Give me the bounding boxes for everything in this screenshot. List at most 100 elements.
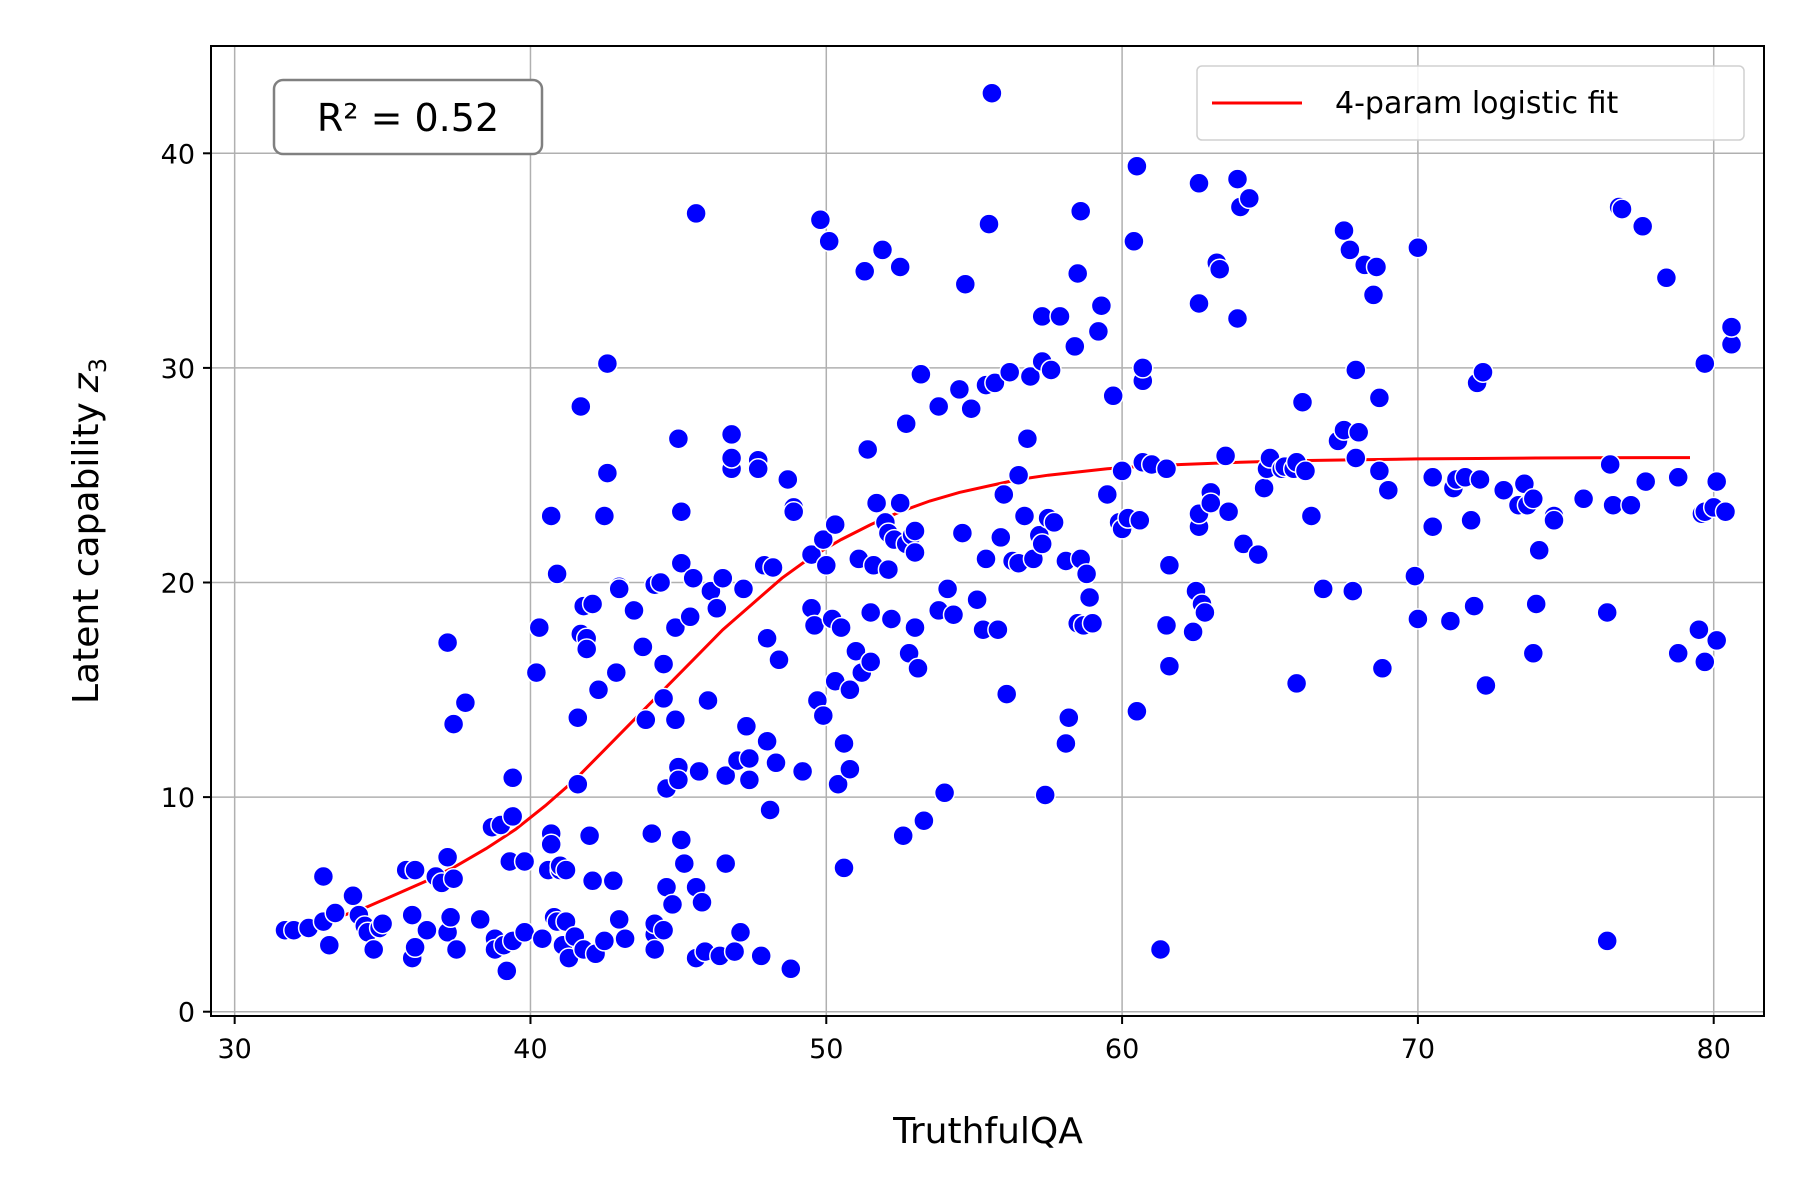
data-point: [1339, 239, 1361, 261]
data-point: [936, 578, 959, 600]
data-point: [1066, 262, 1089, 285]
data-point: [1214, 445, 1237, 467]
data-point: [1090, 294, 1113, 317]
data-point: [830, 616, 852, 639]
data-point: [856, 438, 879, 461]
data-point: [1043, 511, 1065, 534]
y-tick-label: 0: [178, 998, 195, 1029]
data-point: [404, 859, 426, 881]
data-point: [1705, 470, 1728, 493]
data-point: [623, 599, 645, 622]
data-point: [614, 927, 636, 950]
data-point: [416, 919, 438, 941]
data-point: [1123, 230, 1145, 253]
r2-annotation: R² = 0.52: [272, 78, 544, 156]
data-point: [824, 513, 846, 536]
data-point: [951, 522, 974, 544]
data-point: [987, 618, 1009, 641]
data-point: [1300, 505, 1323, 527]
data-point: [768, 649, 790, 671]
data-point: [984, 372, 1006, 394]
y-tick-label: 20: [161, 569, 195, 600]
data-point: [1226, 307, 1249, 330]
data-point: [652, 919, 675, 941]
data-point: [818, 230, 840, 253]
data-point: [880, 608, 903, 630]
data-point: [546, 563, 568, 585]
data-point: [652, 653, 675, 675]
data-point: [1126, 155, 1148, 177]
data-point: [1421, 466, 1444, 489]
data-point: [1312, 578, 1334, 600]
data-point: [1031, 305, 1053, 328]
data-point: [1285, 672, 1308, 695]
data-point: [895, 412, 917, 435]
data-point: [729, 921, 752, 944]
data-point: [889, 256, 911, 278]
data-point: [732, 578, 755, 600]
data-point: [738, 747, 761, 770]
data-point: [1126, 700, 1148, 723]
data-point: [652, 687, 675, 710]
data-point: [1463, 595, 1485, 617]
data-point: [1345, 447, 1367, 469]
data-point: [1404, 565, 1426, 587]
data-point: [1522, 642, 1545, 665]
data-point: [942, 603, 965, 626]
data-point: [602, 870, 625, 892]
data-point: [954, 273, 977, 295]
data-point: [1007, 464, 1030, 486]
data-point: [682, 567, 704, 589]
x-tick-label: 70: [1401, 1034, 1435, 1065]
data-point: [1078, 586, 1101, 609]
data-point: [1188, 172, 1210, 195]
data-point: [1522, 488, 1545, 510]
data-point: [975, 548, 997, 570]
data-point: [1543, 509, 1565, 532]
data-point: [1407, 608, 1429, 630]
data-point: [685, 202, 707, 225]
data-point: [833, 732, 855, 755]
data-point: [667, 427, 690, 450]
data-point: [670, 552, 693, 574]
data-point: [791, 760, 814, 783]
data-point: [697, 689, 719, 712]
data-point: [1667, 466, 1689, 489]
y-tick-label: 10: [161, 783, 195, 814]
data-point: [1182, 621, 1204, 643]
x-tick-label: 80: [1697, 1034, 1731, 1065]
data-point: [960, 397, 982, 420]
data-point: [738, 769, 761, 791]
data-point: [756, 627, 778, 650]
data-point: [1064, 335, 1086, 358]
data-point: [904, 520, 926, 542]
data-point: [575, 638, 598, 660]
data-point: [1031, 533, 1053, 555]
data-point: [362, 938, 385, 961]
y-axis-label-text: Latent capability: [66, 402, 107, 704]
data-point: [1226, 168, 1249, 190]
data-point: [833, 857, 855, 879]
data-point: [664, 616, 687, 639]
data-point: [998, 361, 1021, 383]
data-point: [1602, 494, 1624, 516]
data-point: [889, 492, 911, 514]
data-point: [1096, 483, 1119, 506]
data-point: [643, 938, 666, 961]
data-point: [1365, 256, 1388, 278]
x-tick-label: 50: [809, 1034, 843, 1065]
data-point: [605, 661, 628, 684]
data-point: [1333, 219, 1355, 242]
data-point: [1694, 352, 1716, 375]
y-axis-label-symbol: z: [66, 372, 107, 393]
x-tick-label: 30: [217, 1034, 251, 1065]
data-point: [865, 492, 888, 514]
data-point: [859, 651, 882, 673]
data-point: [1475, 674, 1497, 697]
x-axis-label: TruthfulQA: [892, 1111, 1083, 1152]
data-point: [1040, 359, 1062, 381]
plot-frame: [210, 45, 1765, 1017]
data-point: [1247, 543, 1269, 566]
data-point: [673, 852, 696, 875]
